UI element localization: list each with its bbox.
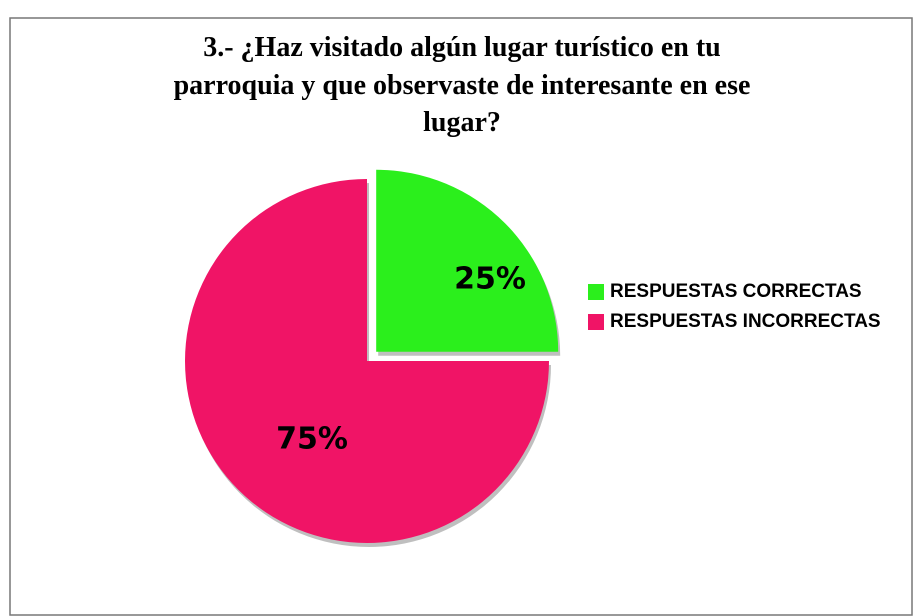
legend-label: RESPUESTAS INCORRECTAS	[610, 311, 881, 332]
data-label: 25%	[454, 262, 526, 297]
pie-slice	[376, 169, 559, 352]
legend-label: RESPUESTAS CORRECTAS	[610, 281, 862, 302]
legend-swatch	[588, 284, 604, 300]
chart-title: parroquia y que observaste de interesant…	[174, 70, 751, 101]
chart-title: 3.- ¿Haz visitado algún lugar turístico …	[203, 32, 721, 63]
chart-title: lugar?	[423, 107, 501, 138]
data-label: 75%	[276, 422, 348, 457]
legend-swatch	[588, 314, 604, 330]
pie-slice	[185, 179, 549, 543]
